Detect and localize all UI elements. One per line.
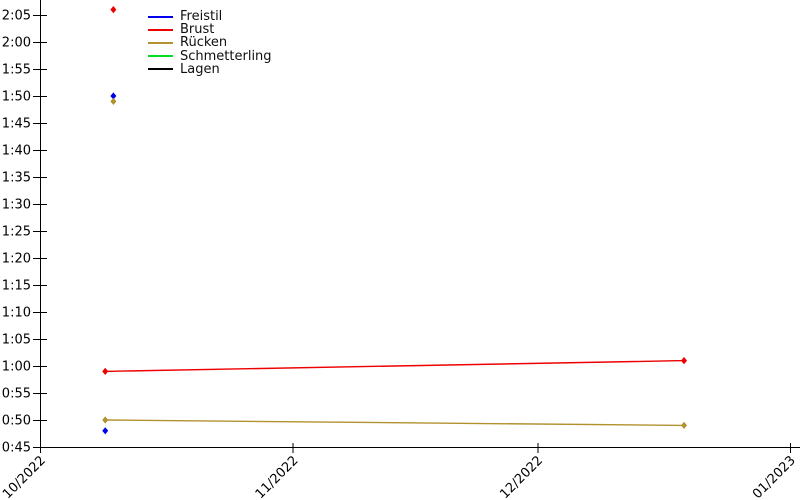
legend-label: Lagen <box>180 61 220 77</box>
x-tick-label: 12/2022 <box>497 453 546 500</box>
legend-label: Schmetterling <box>180 48 272 64</box>
series-line-rücken <box>105 419 685 427</box>
legend-line-swatch <box>148 41 173 44</box>
series-line-brust <box>105 359 685 373</box>
legend-line-swatch <box>148 28 173 31</box>
data-point-freistil <box>102 427 109 435</box>
y-tick-label: 1:30 <box>2 198 31 213</box>
y-tick-label: 0:45 <box>2 441 31 456</box>
y-tick-label: 1:45 <box>2 117 31 132</box>
y-tick-label: 1:50 <box>2 90 31 105</box>
y-tick-label: 1:20 <box>2 252 31 267</box>
legend-line-swatch <box>148 55 173 58</box>
y-tick-label: 1:40 <box>2 144 31 159</box>
data-point-rücken <box>110 97 117 105</box>
y-tick-label: 0:55 <box>2 387 31 402</box>
y-tick-label: 1:15 <box>2 279 31 294</box>
data-point-rücken <box>102 416 109 424</box>
y-tick-label: 1:10 <box>2 306 31 321</box>
legend-item-freistil: Freistil <box>148 10 272 23</box>
y-tick-label: 2:05 <box>2 9 31 24</box>
data-point-brust <box>102 367 109 375</box>
data-point-rücken <box>681 421 688 429</box>
legend-label: Rücken <box>180 35 228 51</box>
data-point-freistil <box>110 92 117 100</box>
legend-item-schmetterling: Schmetterling <box>148 48 272 64</box>
legend-label: Brust <box>180 22 215 38</box>
y-tick-label: 1:25 <box>2 225 31 240</box>
legend-label: Freistil <box>180 9 223 24</box>
x-tick-label: 01/2023 <box>750 453 799 500</box>
legend-line-swatch <box>148 15 173 18</box>
y-tick-label: 0:50 <box>2 414 31 429</box>
x-tick-label: 10/2022 <box>0 453 49 500</box>
y-tick-label: 1:55 <box>2 63 31 78</box>
chart-legend: Freistil Brust Rücken Schmetterling Lagen <box>148 10 272 76</box>
data-point-brust <box>681 357 688 365</box>
y-tick-label: 1:35 <box>2 171 31 186</box>
y-tick-label: 1:00 <box>2 360 31 375</box>
data-point-brust <box>110 6 117 14</box>
legend-line-swatch <box>148 68 173 71</box>
x-tick-label: 11/2022 <box>253 453 302 500</box>
y-tick-label: 1:05 <box>2 333 31 348</box>
legend-item-lagen: Lagen <box>148 63 272 76</box>
y-tick-label: 2:00 <box>2 36 31 51</box>
legend-item-brust: Brust <box>148 23 272 36</box>
legend-item-rücken: Rücken <box>148 35 272 51</box>
